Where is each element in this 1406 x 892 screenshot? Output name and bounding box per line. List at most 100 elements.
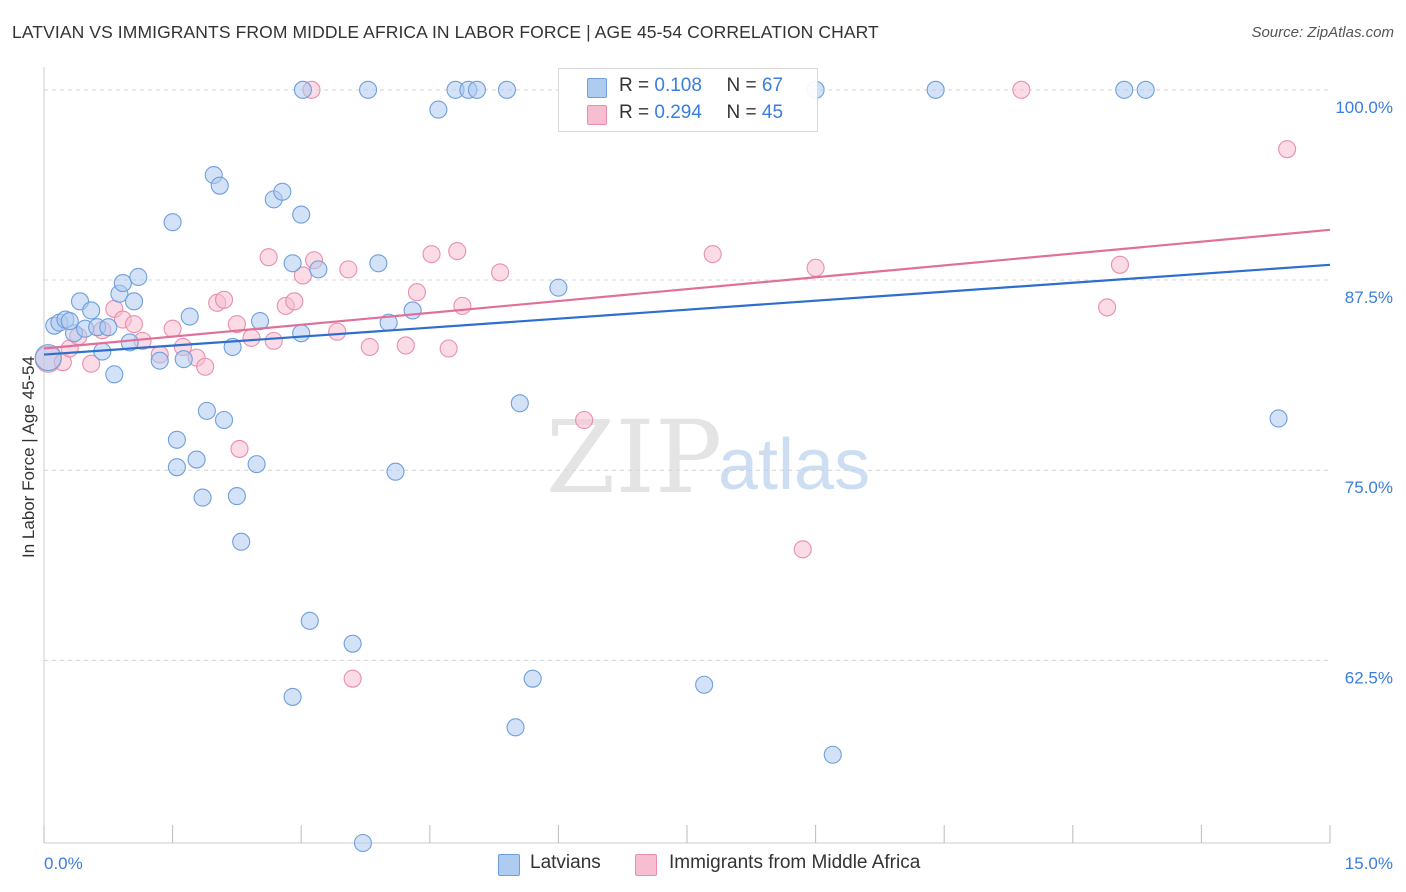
immigrants-point (1098, 298, 1117, 317)
trend-lines (43, 228, 1331, 356)
latvians-point (273, 182, 292, 201)
latvians-point (82, 301, 101, 320)
immigrants-point (214, 290, 234, 309)
series-immigrants-points (34, 80, 1297, 688)
immigrants-point (793, 540, 812, 559)
latvians-point (124, 292, 144, 311)
latvians-point (193, 488, 212, 507)
latvians-point (549, 278, 568, 297)
legend-r-label: R = (619, 75, 650, 96)
y-tick-label: 62.5% (1345, 668, 1393, 687)
y-tick-label: 100.0% (1335, 98, 1393, 117)
immigrants-trend-line (43, 228, 1331, 350)
immigrants-point (1110, 255, 1130, 274)
series-latvians-points (34, 80, 1288, 853)
latvians-point (823, 745, 842, 764)
latvians-legend-label: Latvians (530, 852, 601, 873)
latvians-point (343, 634, 362, 653)
immigrants-point (360, 337, 379, 357)
latvians-point (214, 410, 234, 430)
latvians-point (1269, 409, 1288, 428)
immigrants-point (703, 245, 722, 264)
latvians-swatch (587, 78, 607, 98)
latvians-point (386, 462, 405, 481)
latvians-point (99, 318, 118, 337)
latvians-point (227, 487, 246, 506)
y-tick-label: 87.5% (1345, 288, 1393, 307)
latvians-trend-line (43, 263, 1331, 356)
latvians-point (467, 80, 487, 99)
y-tick-label: 75.0% (1345, 478, 1393, 497)
immigrants-point (453, 296, 472, 315)
latvians-point (247, 455, 266, 474)
latvians-point (510, 394, 529, 413)
latvians-point (293, 80, 312, 99)
y-axis-label: In Labor Force | Age 45-54 (19, 356, 38, 558)
immigrants-point (196, 357, 215, 376)
grid-lines (44, 89, 1330, 661)
immigrants-point (293, 266, 312, 285)
latvians-point (283, 687, 302, 706)
immigrants-point (407, 283, 426, 302)
immigrants-legend-label: Immigrants from Middle Africa (669, 852, 921, 873)
latvians-point (1115, 80, 1134, 99)
latvians-point (150, 351, 169, 370)
immigrants-point (575, 410, 594, 430)
latvians-point (292, 324, 311, 343)
latvians-point (359, 80, 378, 99)
latvians-point (129, 267, 148, 287)
immigrants-point (1012, 80, 1031, 99)
x-tick-label: 15.0% (1345, 854, 1393, 873)
latvians-point (34, 344, 62, 372)
immigrants-point (439, 339, 458, 358)
latvians-point (309, 260, 328, 279)
immigrants-point (422, 245, 441, 264)
immigrants-point (163, 319, 182, 338)
latvians-point (292, 205, 311, 224)
immigrants-point (230, 439, 249, 458)
watermark-zip: ZIP (546, 399, 722, 516)
latvians-point (369, 254, 388, 273)
legend-n-label: N = (726, 75, 757, 96)
latvians-point (187, 450, 206, 469)
x-tick-label: 0.0% (44, 854, 83, 873)
latvians-point (210, 176, 229, 195)
legend-r-label: R = (619, 102, 650, 123)
tick-labels: 62.5% 75.0% 87.5% 100.0% 0.0% 15.0% (44, 98, 1393, 873)
immigrants-point (339, 260, 358, 279)
watermark-atlas: atlas (718, 425, 870, 505)
watermark: ZIP atlas (546, 399, 870, 516)
latvians-point (232, 532, 251, 551)
immigrants-point (328, 322, 347, 341)
chart-title: LATVIAN VS IMMIGRANTS FROM MIDDLE AFRICA… (12, 22, 879, 42)
latvians-point (403, 301, 422, 320)
latvians-point (174, 350, 193, 369)
immigrants-point (124, 315, 144, 334)
latvians-point (497, 80, 517, 99)
immigrants-point (227, 315, 246, 334)
source-label: Source: ZipAtlas.com (1251, 24, 1394, 41)
immigrants-point (491, 263, 510, 282)
latvians-point (163, 213, 182, 232)
latvians-legend-swatch (498, 854, 520, 876)
immigrants-point (1278, 140, 1297, 159)
latvians-point (429, 100, 448, 119)
immigrants-point (806, 258, 825, 277)
immigrants-point (264, 331, 283, 350)
axes (43, 67, 1331, 844)
immigrants-swatch (587, 105, 607, 125)
latvians-point (506, 718, 525, 737)
latvians-point (926, 80, 945, 99)
latvians-point (1136, 80, 1155, 99)
immigrants-point (448, 242, 467, 261)
legend-n-value: 45 (761, 102, 784, 123)
immigrants-point (259, 248, 278, 267)
legend-n-label: N = (726, 102, 757, 123)
immigrants-point (242, 328, 261, 347)
latvians-point (113, 274, 132, 293)
latvians-point (197, 401, 216, 420)
immigrants-point (285, 292, 304, 311)
latvians-point (300, 611, 319, 630)
immigrants-legend-swatch (635, 854, 657, 876)
